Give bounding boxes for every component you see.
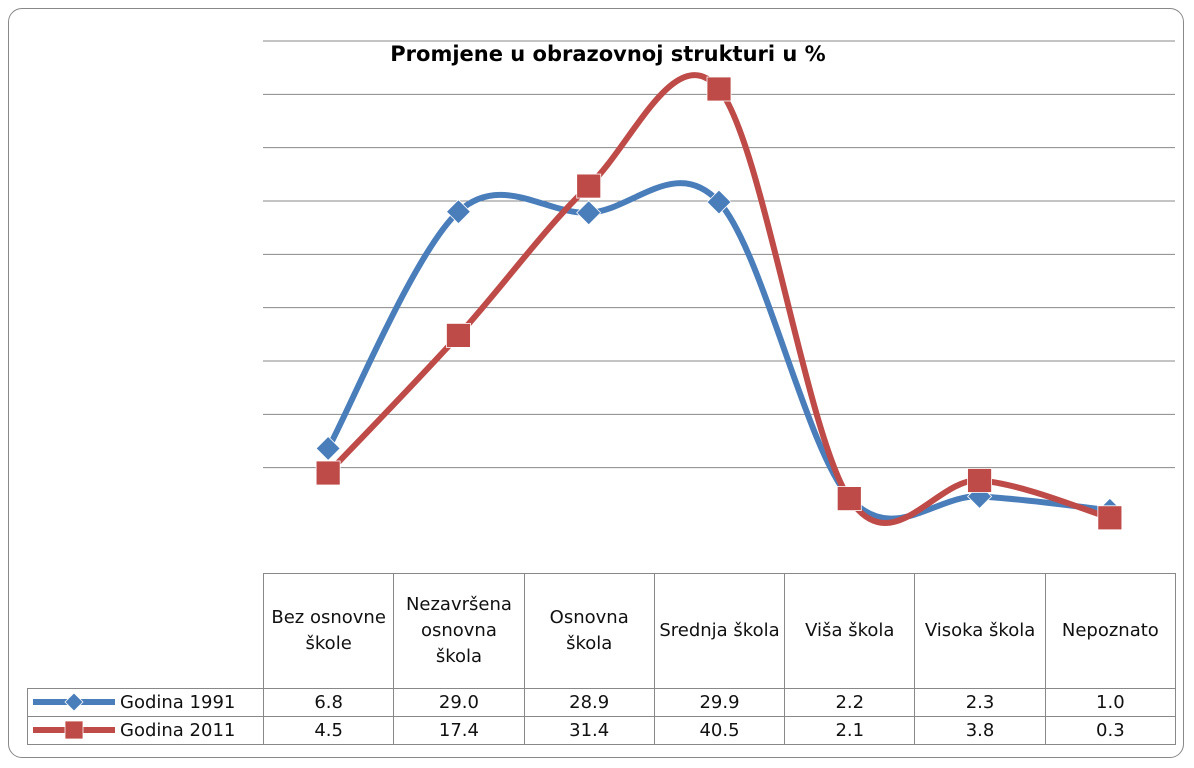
series-line [325, 72, 1113, 526]
category-header: Srednja škola [653, 573, 786, 689]
marker [315, 460, 341, 486]
marker [836, 486, 862, 512]
table-value: 40.5 [653, 716, 786, 745]
marker [706, 189, 732, 215]
marker [446, 322, 471, 348]
marker [576, 173, 602, 199]
marker [64, 720, 84, 740]
marker [576, 200, 602, 226]
table-value: 29.0 [393, 688, 525, 717]
table-value: 3.8 [914, 716, 1046, 745]
chart-frame [8, 8, 1184, 758]
marker [315, 435, 341, 462]
table-value: 17.4 [393, 716, 525, 745]
category-header: Bez osnovne škole [263, 573, 395, 689]
table-value: 2.1 [784, 716, 916, 745]
category-header: Visoka škola [914, 573, 1046, 689]
table-value: 0.3 [1044, 716, 1176, 745]
marker [706, 76, 732, 102]
table-value: 28.9 [523, 688, 655, 717]
category-header: Nepoznato [1044, 573, 1176, 689]
table-value: 2.3 [914, 688, 1046, 717]
marker [64, 692, 84, 712]
category-header: Osnovna škola [523, 573, 655, 689]
marker [967, 468, 992, 493]
category-header: Viša škola [784, 573, 916, 689]
chart-title: Promjene u obrazovnoj strukturi u % [390, 42, 825, 66]
table-value: 2.2 [784, 688, 916, 717]
legend-entry: Godina 1991 [27, 688, 264, 717]
table-value: 4.5 [263, 716, 395, 745]
marker [445, 199, 471, 225]
legend-entry: Godina 2011 [27, 716, 264, 745]
category-header: Nezavršena osnovna škola [393, 573, 525, 689]
table-value: 31.4 [523, 716, 655, 745]
table-value: 29.9 [653, 688, 786, 717]
table-value: 1.0 [1044, 688, 1176, 717]
table-value: 6.8 [263, 688, 395, 717]
marker [1097, 505, 1123, 531]
